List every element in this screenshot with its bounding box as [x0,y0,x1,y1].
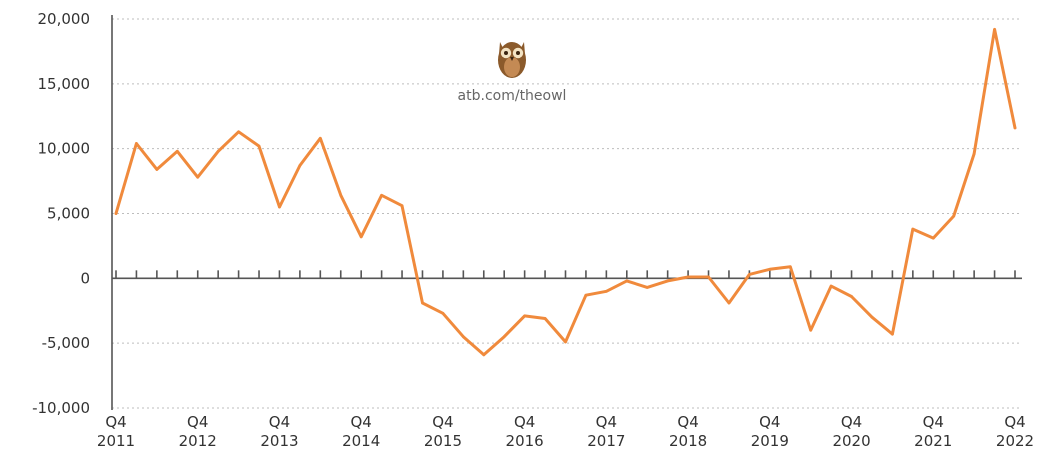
data-point [502,335,506,338]
owl-pupil-left [504,51,508,55]
data-point [788,265,792,268]
x-tick-label-year: 2021 [914,432,952,450]
owl-belly [504,57,520,77]
data-point [523,314,526,318]
x-tick-label-year: 2014 [342,432,380,450]
x-tick-labels: Q42011Q42012Q42013Q42014Q42015Q42016Q420… [97,413,1034,450]
y-tick-label: 15,000 [38,75,91,93]
data-point [605,290,608,293]
x-tick-label-year: 2019 [751,432,789,450]
owl-pupil-right [516,51,520,55]
y-tick-label: 20,000 [38,10,91,28]
data-point [482,353,486,357]
x-tick-label-quarter: Q4 [759,413,780,431]
data-point [257,144,261,148]
data-point [686,275,690,279]
data-point [278,205,281,209]
x-tick-label-year: 2018 [669,432,707,450]
axes [111,15,1022,410]
data-point [952,214,956,218]
data-point [196,175,200,179]
x-tick-label-year: 2017 [587,432,625,450]
y-tick-label: 5,000 [47,205,90,223]
data-point [972,152,976,156]
x-tick-label-quarter: Q4 [432,413,453,431]
data-point [850,295,853,298]
data-point [441,312,445,315]
y-tick-label: 10,000 [38,140,91,158]
data-point [114,212,118,215]
data-point [1013,126,1017,130]
data-point [237,130,240,134]
data-point [829,284,833,288]
data-point [931,236,935,240]
watermark: atb.com/theowl [458,42,567,104]
data-point [748,273,751,276]
data-point [891,332,894,336]
x-tick-label-quarter: Q4 [269,413,290,431]
y-tick-label: -5,000 [42,334,90,352]
x-tick-label-year: 2016 [506,432,544,450]
data-point [625,279,629,283]
grid-lines [112,18,1022,409]
owl-beak [510,57,514,61]
x-tick-label-quarter: Q4 [677,413,698,431]
x-tick-label-quarter: Q4 [105,413,126,431]
data-point [727,301,731,305]
watermark-text: atb.com/theowl [458,88,567,104]
x-tick-label-year: 2015 [424,432,462,450]
data-point [155,168,159,171]
data-point [911,227,915,231]
data-point [809,328,812,332]
data-point [707,275,710,279]
data-point [645,286,649,289]
series-line [114,27,1017,357]
x-tick-label-quarter: Q4 [187,413,208,431]
x-tick-label-year: 2012 [179,432,217,450]
data-point [135,142,138,145]
x-tick-label-year: 2013 [260,432,298,450]
data-point [666,279,669,283]
x-tick-label-quarter: Q4 [1004,413,1025,431]
data-point [216,149,220,153]
data-point [564,340,567,344]
data-point [175,149,179,153]
data-point [584,293,588,297]
y-tick-label: -10,000 [32,399,90,417]
x-tick-label-year: 2022 [996,432,1034,450]
x-tick-label-quarter: Q4 [923,413,944,431]
series [114,27,1017,357]
x-tick-label-quarter: Q4 [514,413,535,431]
x-tick-label-quarter: Q4 [841,413,862,431]
x-tick-label-year: 2020 [832,432,870,450]
data-point [462,335,465,338]
x-tick-label-year: 2011 [97,432,135,450]
data-point [993,28,996,31]
data-point [870,315,874,319]
x-tick-label-quarter: Q4 [351,413,372,431]
data-point [359,235,363,239]
data-point [400,204,404,208]
data-point [298,164,302,167]
data-point [421,301,424,305]
data-point [319,136,322,140]
y-tick-label: 0 [80,269,90,287]
y-tick-labels: 20,000 15,000 10,000 5,000 0 -5,000 -10,000 [32,10,90,417]
x-tick-label-quarter: Q4 [596,413,617,431]
data-point [339,194,343,197]
owl-icon [498,42,526,78]
data-point [768,267,772,271]
data-point [380,194,383,197]
data-point [543,317,547,320]
